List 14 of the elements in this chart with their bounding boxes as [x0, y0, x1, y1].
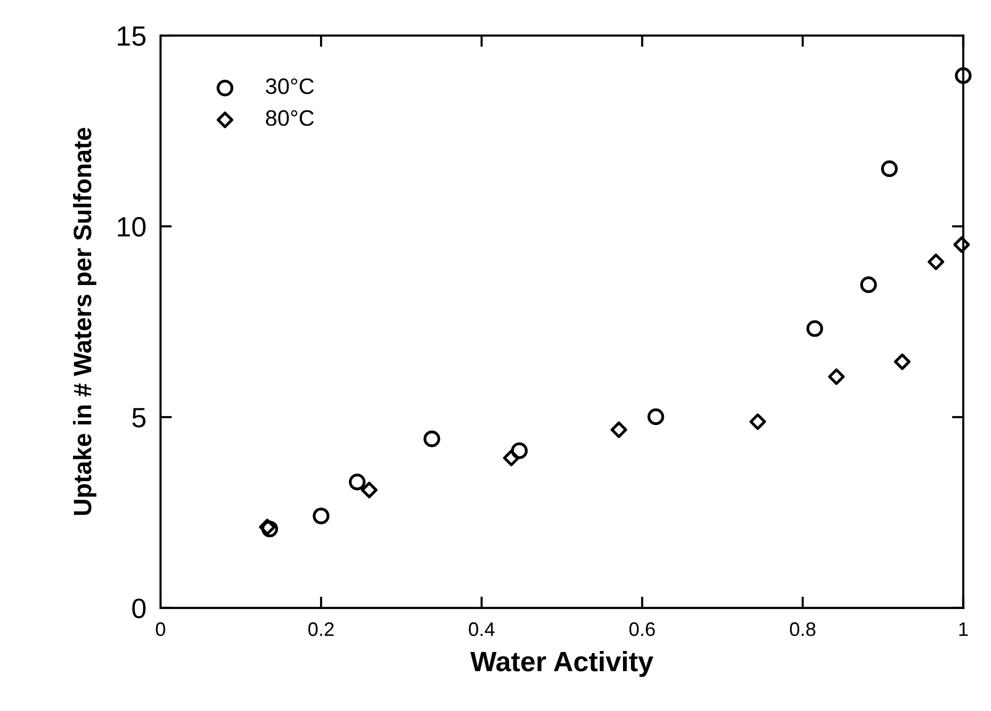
x-tick-label: 1 [959, 622, 968, 636]
x-tick-label: 0.8 [790, 622, 816, 636]
legend-label: 30°C [266, 78, 314, 94]
y-tick-label: 10 [118, 217, 146, 237]
x-tick-label: 0.4 [468, 622, 495, 636]
legend-label: 80°C [266, 110, 314, 126]
y-axis-title: Uptake in # Waters per Sulfonate [73, 128, 96, 515]
y-tick-label: 15 [118, 26, 146, 46]
x-tick-label: 0.6 [629, 622, 655, 636]
y-tick-label: 0 [132, 598, 146, 618]
x-tick-label: 0.2 [308, 622, 334, 636]
x-axis-title: Water Activity [470, 651, 654, 677]
y-tick-label: 5 [132, 408, 146, 428]
x-tick-label: 0 [156, 622, 166, 636]
